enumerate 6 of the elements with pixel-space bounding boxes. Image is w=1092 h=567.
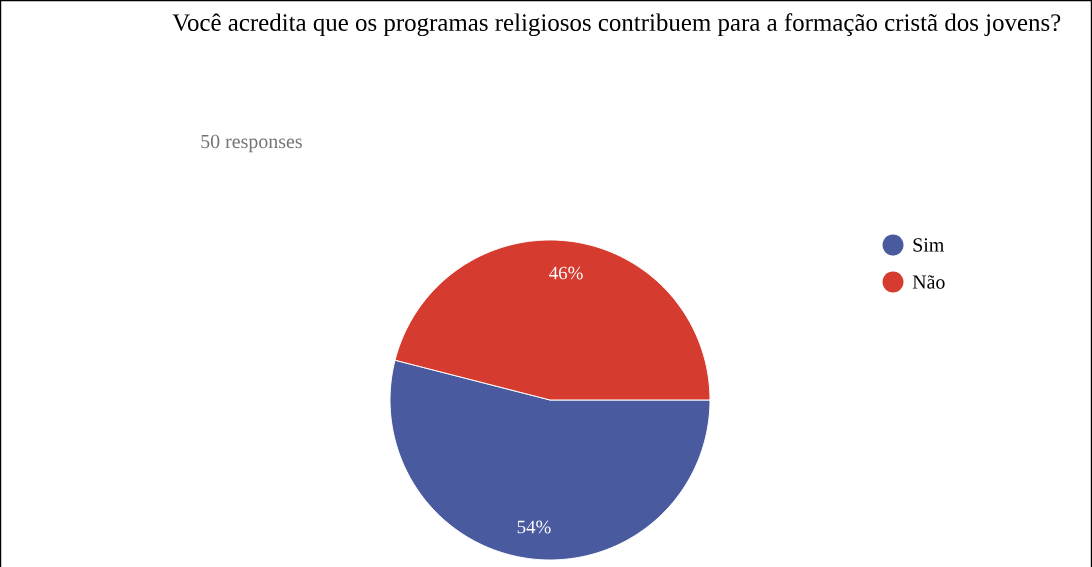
legend-label: Não (912, 275, 945, 289)
data-label: 46% (549, 266, 583, 280)
chart-subtitle: 50 responses (201, 134, 302, 153)
chart-title: Você acredita que os programas religiosos contribuem para a formação cristã dos jovens? (172, 13, 1061, 37)
data-label: 54% (517, 520, 551, 534)
legend-label: Sim (913, 238, 945, 252)
